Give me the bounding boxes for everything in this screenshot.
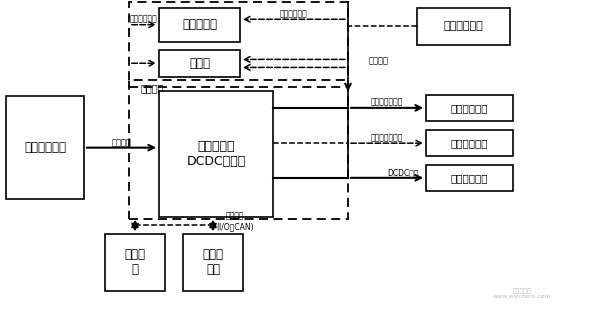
Bar [159,91,273,217]
Text: 充电机低压输出: 充电机低压输出 [371,133,403,142]
Bar [129,2,348,87]
Text: 可调阻性负载: 可调阻性负载 [451,103,488,113]
Bar [129,80,348,219]
Bar [6,96,84,199]
Bar [426,130,513,156]
Bar [159,50,240,77]
Text: 控制信号
(I/O、CAN): 控制信号 (I/O、CAN) [216,212,254,231]
Text: 可调交流电源: 可调交流电源 [24,141,66,154]
Text: 可调阻性负载: 可调阻性负载 [451,173,488,183]
Text: 冷却系
统: 冷却系 统 [125,248,146,276]
Text: 功率分析仪: 功率分析仪 [182,18,217,31]
Text: 高压直流电源: 高压直流电源 [443,22,484,31]
Bar [105,234,165,291]
Text: 温湿度箱: 温湿度箱 [141,83,164,93]
Text: 输出信号采集: 输出信号采集 [280,9,308,18]
Text: 电压模拟: 电压模拟 [369,56,389,65]
Text: 交流输入: 交流输入 [111,138,131,147]
Text: DCDC输出: DCDC输出 [387,168,419,177]
Bar [417,8,510,45]
Bar [426,95,513,121]
Text: 可调阻性负载: 可调阻性负载 [451,138,488,148]
Text: 示波器: 示波器 [189,57,210,70]
Text: 充电机高压输出: 充电机高压输出 [371,98,403,107]
Text: 控制计
算机: 控制计 算机 [203,248,223,276]
Text: 输入信号采集: 输入信号采集 [130,15,158,24]
Bar [183,234,243,291]
Text: 电子发烧友
www.elecfans.com: 电子发烧友 www.elecfans.com [493,288,551,299]
Bar [159,8,240,42]
Text: 车载充电机
DCDC变换器: 车载充电机 DCDC变换器 [187,140,245,168]
Bar [426,165,513,191]
